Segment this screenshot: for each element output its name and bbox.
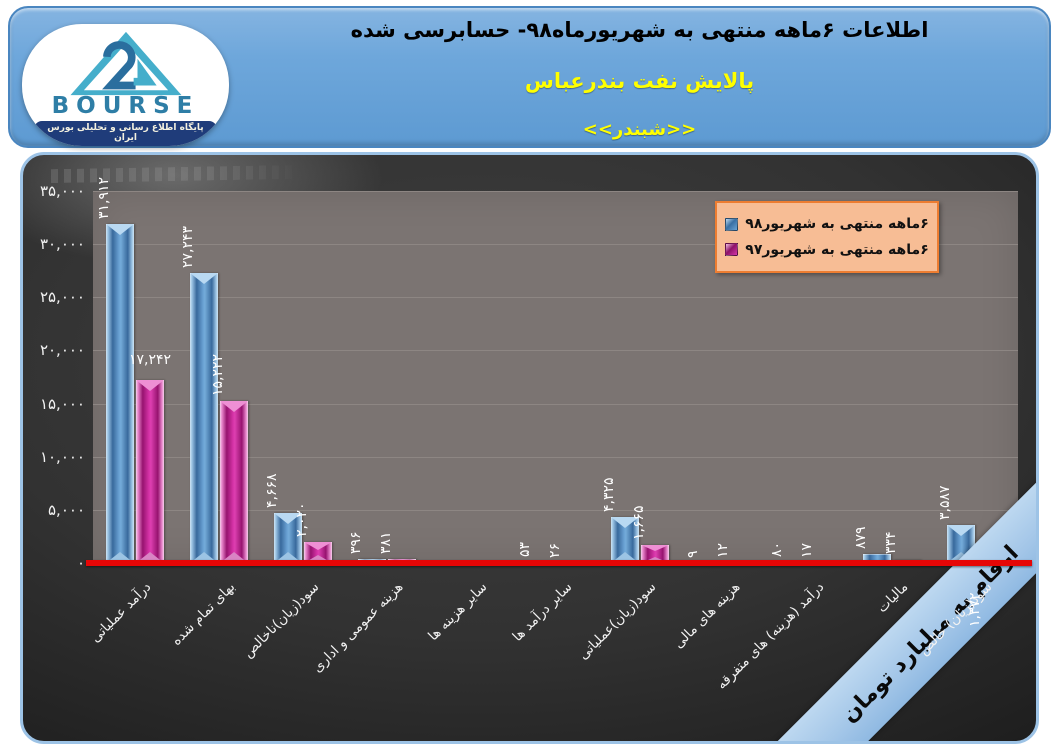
data-label: ۳۳۴ (882, 531, 899, 555)
data-label: ۱۲ (714, 542, 731, 558)
bar-97-0 (136, 379, 165, 563)
zero-axis-line (86, 560, 1032, 566)
y-tick-label: ۳۵,۰۰۰ (39, 182, 85, 200)
y-tick-label: ۰ (76, 554, 85, 572)
chart-container: ۳۱,۹۱۲ ۲۷,۲۴۳ ۴,۶۶۸ ۳۹۶ ۵۳ ۴,۳۲۵ ۹ ۸۰ ۸۷۹ ۳,۵۸۷ ۱۷… (20, 152, 1039, 744)
gridline (93, 350, 1018, 352)
bar-98-6 (610, 517, 639, 563)
bourse24-logo: BOURSE پایگاه اطلاع رسانی و تحلیلی بورس … (22, 24, 229, 146)
data-label: ۴,۳۲۵ (600, 477, 617, 513)
header-text: اطلاعات ۶ماهه منتهی به شهریورماه۹۸- حساب… (245, 18, 1034, 140)
legend-item-97: ۶ماهه منتهی به شهریور۹۷ (725, 241, 929, 258)
data-label: ۱۵,۲۲۲ (210, 354, 227, 397)
y-tick-label: ۱۰,۰۰۰ (39, 447, 85, 466)
legend: ۶ماهه منتهی به شهریور۹۸ ۶ماهه منتهی به ش… (715, 201, 939, 273)
report-title: اطلاعات ۶ماهه منتهی به شهریورماه۹۸- حساب… (350, 18, 929, 42)
bar-top-bevel (190, 273, 219, 285)
logo-brand-text: BOURSE (51, 93, 200, 119)
gridline (93, 297, 1018, 299)
plot-area: ۳۱,۹۱۲ ۲۷,۲۴۳ ۴,۶۶۸ ۳۹۶ ۵۳ ۴,۳۲۵ ۹ ۸۰ ۸۷۹ ۳,۵۸۷ ۱۷… (93, 177, 1018, 627)
logo-tagline: پایگاه اطلاع رسانی و تحلیلی بورس ایران (34, 121, 217, 146)
bar-98-1 (190, 273, 219, 563)
data-label: ۵۳ (516, 542, 533, 558)
bar-98-9 (862, 553, 891, 563)
data-label: ۳۸۱ (378, 531, 395, 554)
data-label: ۴,۶۶۸ (264, 473, 281, 509)
bar-top-bevel (136, 379, 165, 391)
y-tick-label: ۱۵,۰۰۰ (39, 394, 85, 413)
bar-bottom-bevel (220, 552, 249, 563)
gridline (93, 191, 1018, 192)
y-tick-label: ۲۰,۰۰۰ (39, 341, 85, 360)
bar-top-bevel (946, 524, 975, 536)
data-label: ۲۶ (546, 542, 563, 558)
bar-top-bevel (610, 517, 639, 528)
gridline (93, 509, 1018, 511)
logo-triangle-icon (69, 31, 182, 96)
data-label: ۹ (684, 550, 701, 558)
data-label: ۳۹۶ (348, 531, 365, 554)
bar-bottom-bevel (304, 555, 333, 563)
data-label: ۱,۶۶۵ (630, 505, 647, 541)
data-label: ۸۷۹ (852, 526, 869, 549)
ticker-symbol: <<شبندر>> (582, 119, 697, 140)
bar-97-2 (304, 541, 333, 563)
watermark (51, 164, 301, 184)
y-tick-label: ۳۰,۰۰۰ (39, 235, 85, 254)
legend-marker-blue (725, 217, 739, 231)
legend-item-98: ۶ماهه منتهی به شهریور۹۸ (725, 216, 929, 233)
bar-top-bevel (274, 513, 303, 525)
bar-top-bevel (106, 223, 135, 235)
bar-bottom-bevel (136, 552, 165, 563)
bar-bottom-bevel (610, 552, 639, 563)
data-label: ۸۰ (768, 542, 785, 558)
bar-top-bevel (220, 401, 249, 413)
gridline (93, 244, 1018, 246)
data-label: ۳,۵۸۷ (936, 485, 953, 520)
y-tick-label: ۲۵,۰۰۰ (39, 288, 85, 307)
legend-label: ۶ماهه منتهی به شهریور۹۷ (745, 241, 929, 258)
gridline (93, 403, 1018, 405)
gridline (93, 456, 1018, 458)
legend-label: ۶ماهه منتهی به شهریور۹۸ (745, 216, 929, 233)
bar-bottom-bevel (106, 552, 135, 563)
data-label: ۲,۰۲۰ (294, 502, 311, 537)
bar-98-0 (106, 223, 135, 563)
bar-bottom-bevel (190, 552, 219, 563)
data-label: ۱,۳۷۲ (966, 592, 983, 627)
bar-bottom-bevel (274, 552, 303, 563)
bar-top-bevel (640, 545, 669, 552)
bar-top-bevel (304, 541, 333, 550)
data-label: ۲۷,۲۴۳ (180, 226, 197, 269)
data-label: ۳۱,۹۱۲ (96, 176, 113, 219)
data-label: ۱۷ (798, 542, 815, 558)
y-tick-label: ۵,۰۰۰ (48, 500, 85, 519)
bar-97-1 (220, 401, 249, 563)
legend-marker-pink (725, 243, 739, 257)
bar-98-2 (274, 513, 303, 563)
data-label: ۱۷,۲۴۲ (129, 351, 172, 368)
company-name: پالایش نفت بندرعباس (524, 68, 755, 93)
